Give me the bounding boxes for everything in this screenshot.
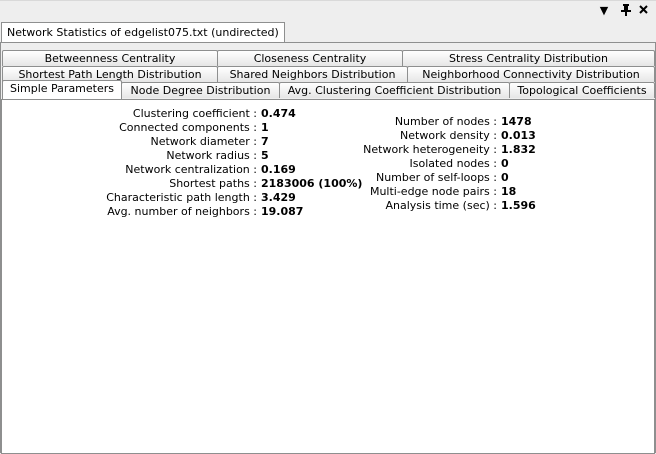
param-label: Number of self-loops : <box>375 171 497 184</box>
param-value: 1 <box>261 121 269 134</box>
tab-shared-neighbors-distribution[interactable]: Shared Neighbors Distribution <box>217 66 408 82</box>
tab-closeness-centrality[interactable]: Closeness Centrality <box>217 50 403 66</box>
param-row-characteristic-path-length: Characteristic path length : 3.429 <box>2 191 296 205</box>
param-row-network-density: Network density : 0.013 <box>2 129 536 143</box>
param-label: Isolated nodes : <box>409 157 497 170</box>
param-value: 5 <box>261 149 269 162</box>
tab-shortest-path-length-distribution[interactable]: Shortest Path Length Distribution <box>2 66 218 82</box>
param-label: Network density : <box>400 129 497 142</box>
tab-betweenness-centrality[interactable]: Betweenness Centrality <box>2 50 218 66</box>
param-row-shortest-paths: Shortest paths : 2183006 (100%) <box>2 177 362 191</box>
document-tab-title: Network Statistics of edgelist075.txt (u… <box>7 26 279 39</box>
param-value: 3.429 <box>261 191 296 204</box>
document-tab[interactable]: Network Statistics of edgelist075.txt (u… <box>1 22 285 43</box>
param-label: Multi-edge node pairs : <box>369 185 497 198</box>
title-bar: ▼ <box>0 0 656 23</box>
tab-neighborhood-connectivity-distribution[interactable]: Neighborhood Connectivity Distribution <box>407 66 655 82</box>
tab-simple-parameters[interactable]: Simple Parameters <box>2 80 122 99</box>
tab-row-1: Betweenness Centrality Closeness Central… <box>1 50 656 66</box>
tab-topological-coefficients[interactable]: Topological Coefficients <box>509 82 655 98</box>
param-row-network-radius: Network radius : 5 <box>2 149 268 163</box>
param-label: Shortest paths : <box>169 177 257 190</box>
tab-row-2: Shortest Path Length Distribution Shared… <box>1 66 656 82</box>
param-label: Characteristic path length : <box>106 191 257 204</box>
param-row-clustering-coefficient: Clustering coefficient : 0.474 <box>2 107 296 121</box>
param-value: 0.169 <box>261 163 296 176</box>
left-parameter-column: Clustering coefficient : 0.474 Connected … <box>2 107 362 219</box>
param-value: 0.474 <box>261 107 296 120</box>
param-row-analysis-time: Analysis time (sec) :1.596 <box>2 199 536 213</box>
simple-parameters-content: Clustering coefficient : 0.474 Connected … <box>1 99 655 454</box>
tab-node-degree-distribution[interactable]: Node Degree Distribution <box>121 82 280 98</box>
tab-row-3: Simple Parameters Node Degree Distributi… <box>1 80 656 99</box>
param-row-isolated-nodes: Isolated nodes : 0 <box>2 157 509 171</box>
param-row-network-diameter: Network diameter :7 <box>2 135 269 149</box>
param-label: Number of nodes : <box>394 115 497 128</box>
right-parameter-column: Number of nodes : 1478 Network density : 0… <box>2 115 536 213</box>
param-row-avg-number-of-neighbors: Avg. number of neighbors : 19.087 <box>2 205 303 219</box>
param-value: 0.013 <box>501 129 536 142</box>
param-value: 19.087 <box>261 205 304 218</box>
param-value: 0 <box>501 171 509 184</box>
param-value: 1478 <box>501 115 532 128</box>
tab-stress-centrality-distribution[interactable]: Stress Centrality Distribution <box>402 50 655 66</box>
param-value: 2183006 (100%) <box>261 177 363 190</box>
close-icon[interactable] <box>636 4 650 18</box>
param-value: 7 <box>261 135 269 148</box>
param-label: Network heterogeneity : <box>363 143 497 156</box>
pin-icon[interactable] <box>619 4 633 18</box>
param-label: Network diameter : <box>150 135 258 148</box>
param-value: 1.832 <box>501 143 536 156</box>
param-label: Avg. number of neighbors : <box>107 205 257 218</box>
param-row-network-heterogeneity: Network heterogeneity : 1.832 <box>2 143 536 157</box>
divider <box>0 42 656 43</box>
param-label: Network radius : <box>166 149 257 162</box>
param-value: 0 <box>501 157 509 170</box>
param-row-network-centralization: Network centralization : 0.169 <box>2 163 296 177</box>
dropdown-menu-icon[interactable]: ▼ <box>599 4 609 17</box>
param-value: 1.596 <box>501 199 536 212</box>
param-row-number-of-self-loops: Number of self-loops : 0 <box>2 171 509 185</box>
param-row-multi-edge-node-pairs: Multi-edge node pairs : 18 <box>2 185 516 199</box>
tab-avg-clustering-coefficient-distribution[interactable]: Avg. Clustering Coefficient Distribution <box>279 82 510 98</box>
param-label: Clustering coefficient : <box>132 107 257 120</box>
param-label: Analysis time (sec) : <box>385 199 498 212</box>
param-row-connected-components: Connected components : 1 <box>2 121 269 135</box>
param-row-number-of-nodes: Number of nodes : 1478 <box>2 115 532 129</box>
param-value: 18 <box>501 185 517 198</box>
param-label: Connected components : <box>119 121 257 134</box>
param-label: Network centralization : <box>125 163 257 176</box>
